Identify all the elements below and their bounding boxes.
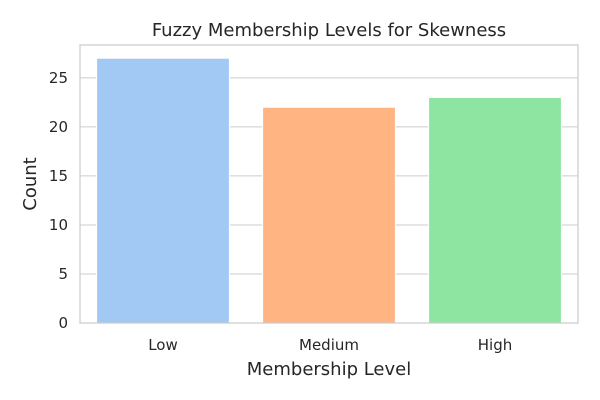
y-tick-label: 15 [49,167,68,185]
y-tick-label: 5 [58,265,68,283]
y-tick-label: 25 [49,69,68,87]
x-tick-labels: Low Medium High [148,336,512,354]
bar-low [96,57,230,324]
y-tick-label: 0 [58,314,68,332]
bar-medium [262,106,396,324]
x-tick-label: Low [148,336,178,354]
y-tick-label: 20 [49,118,68,136]
chart-title: Fuzzy Membership Levels for Skewness [152,20,506,41]
x-tick-label: Medium [299,336,359,354]
y-tick-labels: 0 5 10 15 20 25 [49,69,68,332]
plot-frame [79,44,579,324]
x-axis-label: Membership Level [247,359,412,380]
y-tick-label: 10 [49,216,68,234]
bar-high [428,96,562,324]
bars [96,57,562,324]
x-tick-label: High [478,336,512,354]
y-axis-label: Count [20,157,41,210]
